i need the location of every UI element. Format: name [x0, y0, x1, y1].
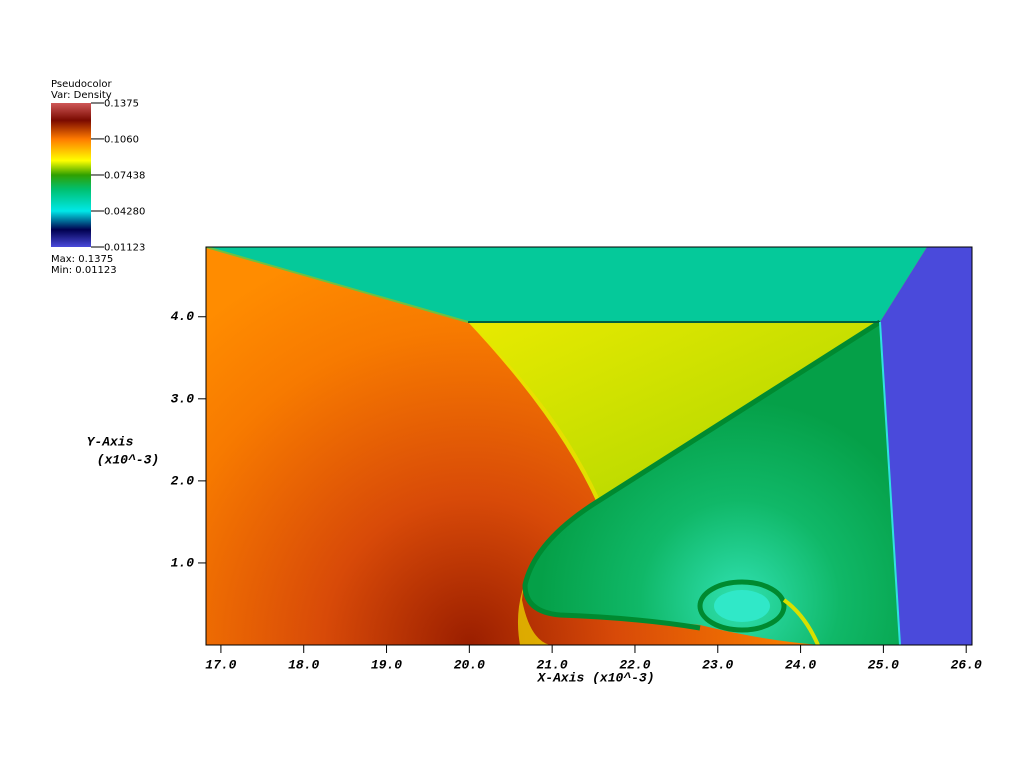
legend-max: Max: 0.1375: [51, 254, 113, 265]
y-tick-label: 3.0: [171, 391, 195, 406]
y-axis-units: (x10^-3): [97, 452, 159, 467]
y-tick-label: 4.0: [171, 309, 195, 324]
x-tick-label: 18.0: [288, 657, 319, 672]
y-tick-label: 1.0: [171, 555, 195, 570]
legend-title: Pseudocolor: [51, 79, 113, 90]
legend-tick-label: 0.1375: [104, 99, 139, 110]
x-tick-label: 24.0: [785, 657, 816, 672]
legend-tick-label: 0.07438: [104, 170, 145, 181]
x-tick-label: 25.0: [868, 657, 899, 672]
legend-tick-label: 0.1060: [104, 134, 139, 145]
x-axis-title: X-Axis (x10^-3): [536, 670, 654, 685]
plot-frame: [205, 246, 973, 646]
legend-min: Min: 0.01123: [51, 265, 117, 276]
x-tick-label: 23.0: [702, 657, 733, 672]
x-tick-label: 20.0: [454, 657, 485, 672]
legend-tick-label: 0.04280: [104, 206, 145, 217]
y-axis-title: Y-Axis: [87, 434, 134, 449]
x-tick-label: 17.0: [205, 657, 236, 672]
legend-variable: Var: Density: [51, 90, 112, 101]
legend: Pseudocolor Var: Density 0.1375 0.1060 0.0…: [51, 79, 145, 276]
legend-tick-label: 0.01123: [104, 243, 145, 254]
x-tick-label: 19.0: [371, 657, 402, 672]
y-tick-label: 2.0: [171, 473, 195, 488]
x-tick-label: 22.0: [619, 657, 650, 672]
color-bar: [51, 103, 91, 247]
x-tick-label: 21.0: [537, 657, 568, 672]
density-field: [206, 247, 972, 645]
x-tick-label: 26.0: [951, 657, 982, 672]
